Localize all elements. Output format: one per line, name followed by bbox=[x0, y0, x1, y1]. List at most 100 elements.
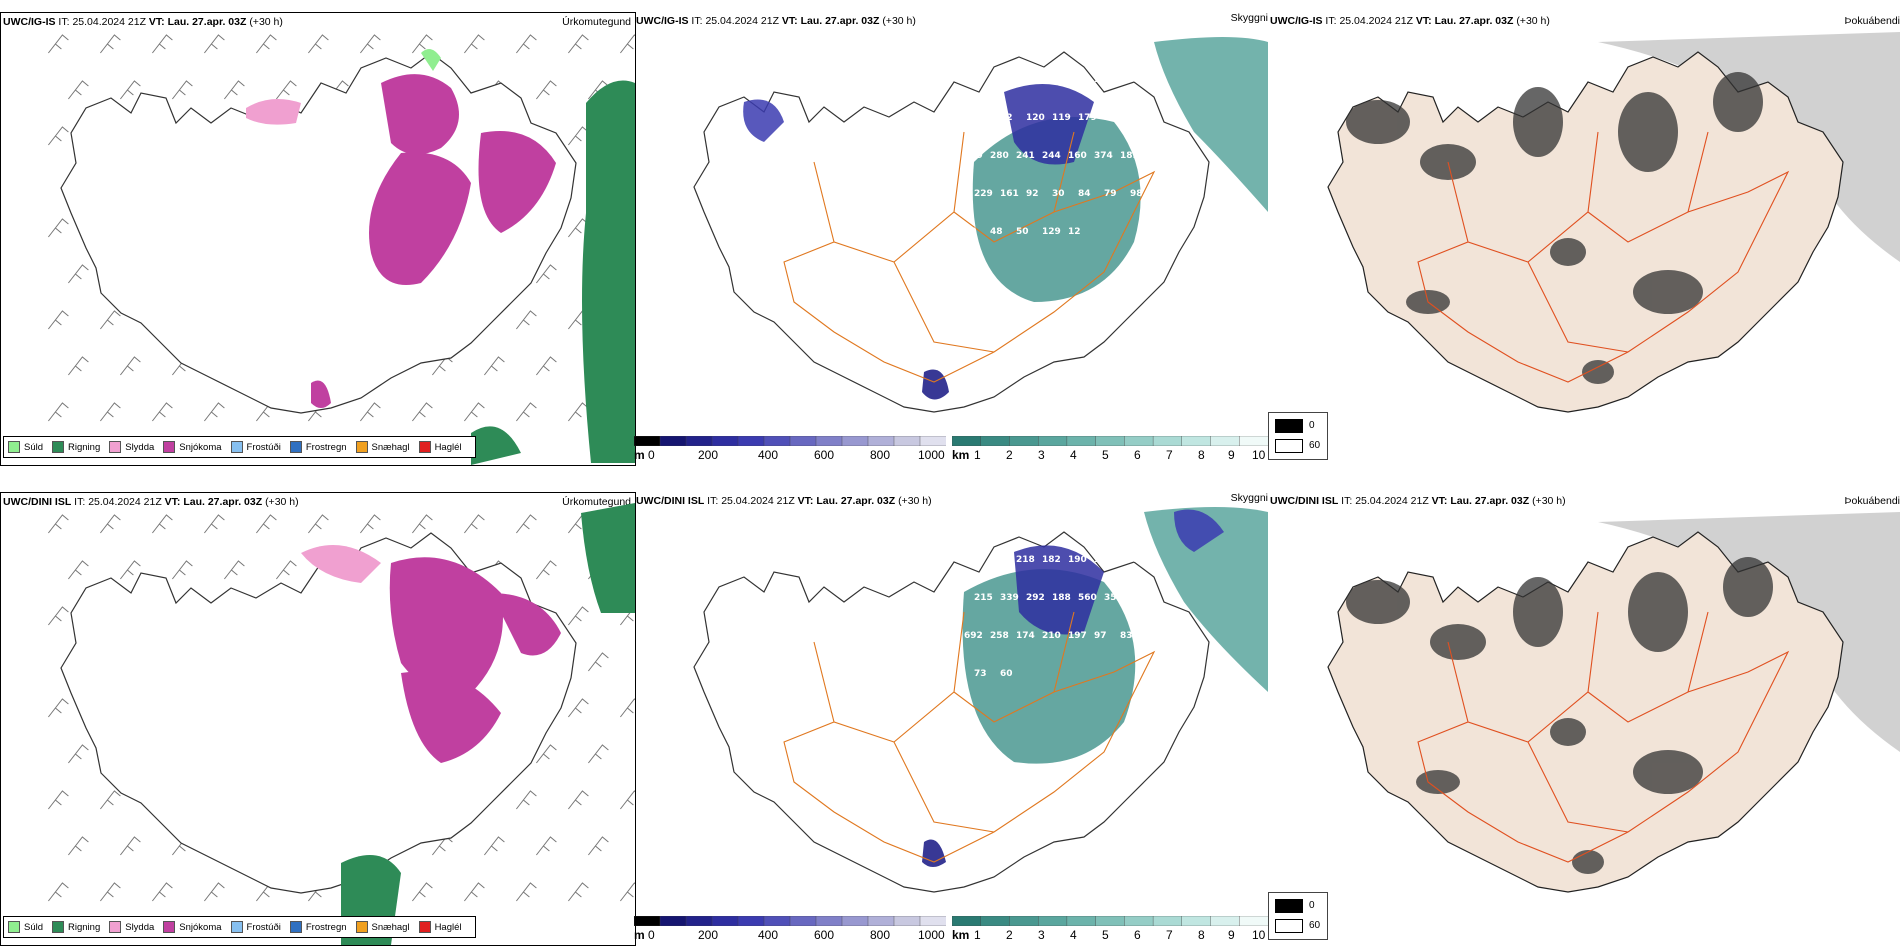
ceiling-value-label: 147 bbox=[1042, 75, 1061, 85]
colorbar-tick: 200 bbox=[698, 928, 719, 942]
legend-item: Súld bbox=[8, 441, 43, 453]
ceiling-value-label: 97 bbox=[1094, 75, 1107, 85]
iceland-outline bbox=[60, 52, 577, 414]
ceiling-value-label: 244 bbox=[1042, 151, 1061, 161]
colorbar-tick: 6 bbox=[1134, 928, 1141, 942]
legend-item: Snjókoma bbox=[163, 441, 222, 453]
colorbar-gradient bbox=[634, 436, 946, 446]
ceiling-value-label: 218 bbox=[1016, 555, 1035, 565]
wind-barb bbox=[411, 514, 433, 534]
fog-map bbox=[1327, 32, 1900, 413]
wind-barb bbox=[67, 264, 89, 284]
legend-item: Snjókoma bbox=[163, 921, 222, 933]
wind-barb bbox=[255, 34, 277, 54]
fog-index-key: 0 60 bbox=[1268, 412, 1328, 460]
wind-barb bbox=[463, 882, 485, 902]
panel-header: UWC/DINI ISL IT: 25.04.2024 21Z VT: Lau.… bbox=[636, 495, 932, 507]
colorbar-tick: 600 bbox=[814, 928, 835, 942]
wind-barb bbox=[223, 560, 245, 580]
ceiling-value-label: 76 bbox=[1068, 75, 1081, 85]
wind-barb bbox=[47, 882, 69, 902]
legend-item: Súld bbox=[8, 921, 43, 933]
precip-panel-row2: UWC/DINI ISL IT: 25.04.2024 21Z VT: Lau.… bbox=[0, 492, 636, 946]
wind-barb bbox=[619, 34, 635, 54]
visibility-map: 288 100 218 182 190 129 168 215 339 292 188 560 355 3… bbox=[693, 507, 1268, 893]
road-network bbox=[1417, 131, 1790, 383]
colorbar-gradient bbox=[634, 916, 946, 926]
wind-barb bbox=[567, 606, 589, 626]
colorbar-step bbox=[919, 916, 946, 926]
ceiling-value-label: 96 bbox=[964, 227, 977, 237]
ceiling-value-label: 339 bbox=[1000, 593, 1019, 603]
colorbar-tick: 9 bbox=[1228, 928, 1235, 942]
road bbox=[783, 611, 1156, 863]
legend-swatch bbox=[163, 441, 176, 453]
road-network bbox=[1417, 611, 1790, 863]
wind-barb bbox=[255, 514, 277, 534]
wind-barb bbox=[47, 402, 69, 422]
ceiling-value-label: 229 bbox=[974, 189, 993, 199]
ceiling-value-label: 211 bbox=[1104, 113, 1123, 123]
legend-item: Frostúði bbox=[230, 441, 281, 453]
colorbar-step bbox=[685, 436, 713, 446]
road-network bbox=[783, 131, 1156, 383]
road bbox=[1417, 611, 1790, 863]
wind-barb bbox=[203, 882, 225, 902]
wind-barb bbox=[535, 80, 557, 100]
panel-header: UWC/DINI ISL IT: 25.04.2024 21Z VT: Lau.… bbox=[3, 496, 299, 508]
colorbar-step bbox=[1095, 436, 1126, 446]
ceiling-value-label: 197 bbox=[1068, 631, 1087, 641]
wind-barb bbox=[515, 882, 537, 902]
colorbar-step bbox=[634, 916, 661, 926]
ceiling-value-label: 182 bbox=[1042, 555, 1061, 565]
wind-barb bbox=[463, 34, 485, 54]
panel-title: Skyggni bbox=[1230, 492, 1268, 504]
wind-barb bbox=[67, 560, 89, 580]
colorbar-tick: 2 bbox=[1006, 928, 1013, 942]
precip-map bbox=[47, 503, 635, 945]
road bbox=[783, 131, 1156, 383]
ceiling-value-label: 280 bbox=[990, 151, 1009, 161]
wind-barb bbox=[119, 80, 141, 100]
wind-barb bbox=[99, 34, 121, 54]
ceiling-value-label: 60 bbox=[1000, 669, 1013, 679]
visibility-panel-row2: UWC/DINI ISL IT: 25.04.2024 21Z VT: Lau.… bbox=[634, 492, 1268, 944]
colorbar-step bbox=[711, 916, 739, 926]
colorbar-step bbox=[1009, 916, 1039, 926]
wind-barb bbox=[359, 514, 381, 534]
colorbar-tick: 600 bbox=[814, 448, 835, 462]
visibility-panel-row1: UWC/IG-IS IT: 25.04.2024 21Z VT: Lau. 27… bbox=[634, 12, 1268, 464]
ceiling-value-label: 129 bbox=[1094, 555, 1113, 565]
ceiling-colorbar: m 0 200 400 600 800 1000 bbox=[634, 436, 946, 464]
wind-barb bbox=[307, 514, 329, 534]
wind-barb bbox=[515, 310, 537, 330]
colorbar-step bbox=[1009, 436, 1039, 446]
colorbar-tick: 800 bbox=[870, 448, 891, 462]
road-network bbox=[783, 611, 1156, 863]
wind-barb bbox=[99, 402, 121, 422]
colorbar-step bbox=[634, 436, 661, 446]
colorbar-tick: 8 bbox=[1198, 448, 1205, 462]
wind-barb bbox=[535, 264, 557, 284]
wind-barb bbox=[483, 356, 505, 376]
panel-title: Úrkomutegund bbox=[562, 496, 631, 508]
colorbar-step bbox=[841, 436, 869, 446]
colorbar-unit: m bbox=[634, 448, 645, 462]
wind-barb bbox=[67, 744, 89, 764]
wind-barb bbox=[119, 836, 141, 856]
colorbar-step bbox=[952, 436, 982, 446]
wind-barb bbox=[515, 402, 537, 422]
wind-barb bbox=[483, 836, 505, 856]
colorbar-tick: 3 bbox=[1038, 448, 1045, 462]
fog-key-swatch-low bbox=[1275, 419, 1303, 433]
ceiling-value-label: 179 bbox=[1078, 113, 1097, 123]
colorbar-tick: 10 bbox=[1252, 928, 1266, 942]
ceiling-value-label: 84 bbox=[1078, 189, 1091, 199]
colorbar-tick: 400 bbox=[758, 928, 779, 942]
ceiling-value-label: 346 bbox=[1130, 593, 1149, 603]
colorbar-step bbox=[1239, 436, 1268, 446]
wind-barb bbox=[463, 402, 485, 422]
legend-item: Rigning bbox=[52, 441, 100, 453]
colorbar-step bbox=[737, 916, 765, 926]
colorbar-step bbox=[893, 916, 921, 926]
